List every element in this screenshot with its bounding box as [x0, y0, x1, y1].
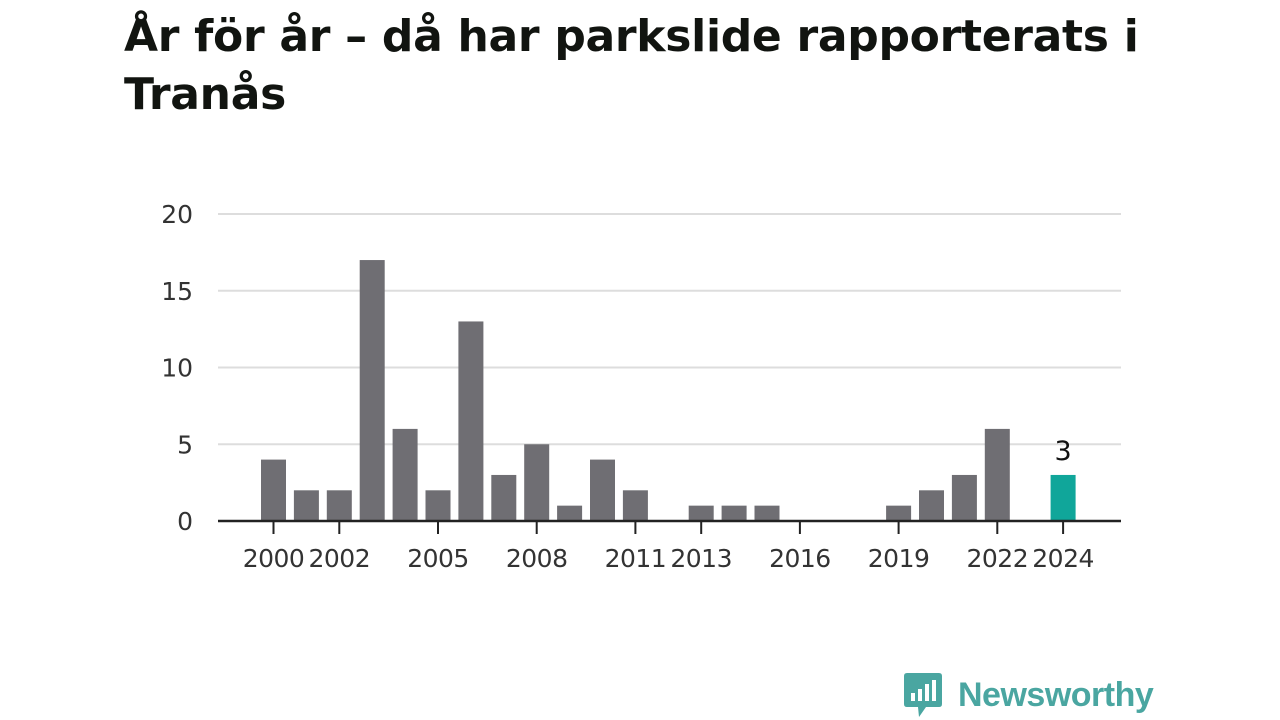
bar [919, 490, 944, 521]
bar [951, 474, 977, 521]
y-tick-label: 10 [161, 354, 193, 383]
bar [557, 505, 583, 521]
bar [754, 505, 780, 521]
x-tick-label: 2022 [966, 544, 1028, 573]
x-tick-label: 2008 [506, 544, 568, 573]
bar [984, 428, 1010, 521]
bar [392, 428, 418, 521]
newsworthy-logo-icon [904, 673, 942, 717]
bar [491, 474, 517, 521]
bar [261, 459, 286, 521]
bar [886, 505, 912, 521]
bar [293, 490, 319, 521]
bar-highlight [1050, 474, 1076, 521]
x-tick-label: 2011 [605, 544, 667, 573]
x-tick-label: 2013 [670, 544, 732, 573]
x-tick-label: 2002 [308, 544, 370, 573]
bar [721, 505, 747, 521]
bar [688, 505, 714, 521]
y-tick-label: 5 [177, 430, 193, 459]
x-tick-label: 2000 [243, 544, 305, 573]
y-tick-label: 15 [161, 277, 193, 306]
x-tick-label: 2005 [407, 544, 469, 573]
x-tick-label: 2016 [769, 544, 831, 573]
bar [590, 459, 615, 521]
brand-name: Newsworthy [958, 676, 1154, 714]
highlight-value-label: 3 [1055, 436, 1072, 467]
bar [458, 321, 484, 521]
y-tick-label: 0 [177, 507, 193, 536]
x-tick-label: 2024 [1032, 544, 1094, 573]
bar [622, 490, 648, 521]
bar [425, 490, 451, 521]
bar [326, 490, 352, 521]
bar [524, 444, 550, 521]
bar [359, 260, 385, 521]
y-tick-label: 20 [161, 200, 193, 229]
x-tick-label: 2019 [868, 544, 930, 573]
chart-title: År för år – då har parkslide rapporterat… [124, 11, 1139, 120]
newsworthy-logo: Newsworthy [902, 670, 1154, 720]
